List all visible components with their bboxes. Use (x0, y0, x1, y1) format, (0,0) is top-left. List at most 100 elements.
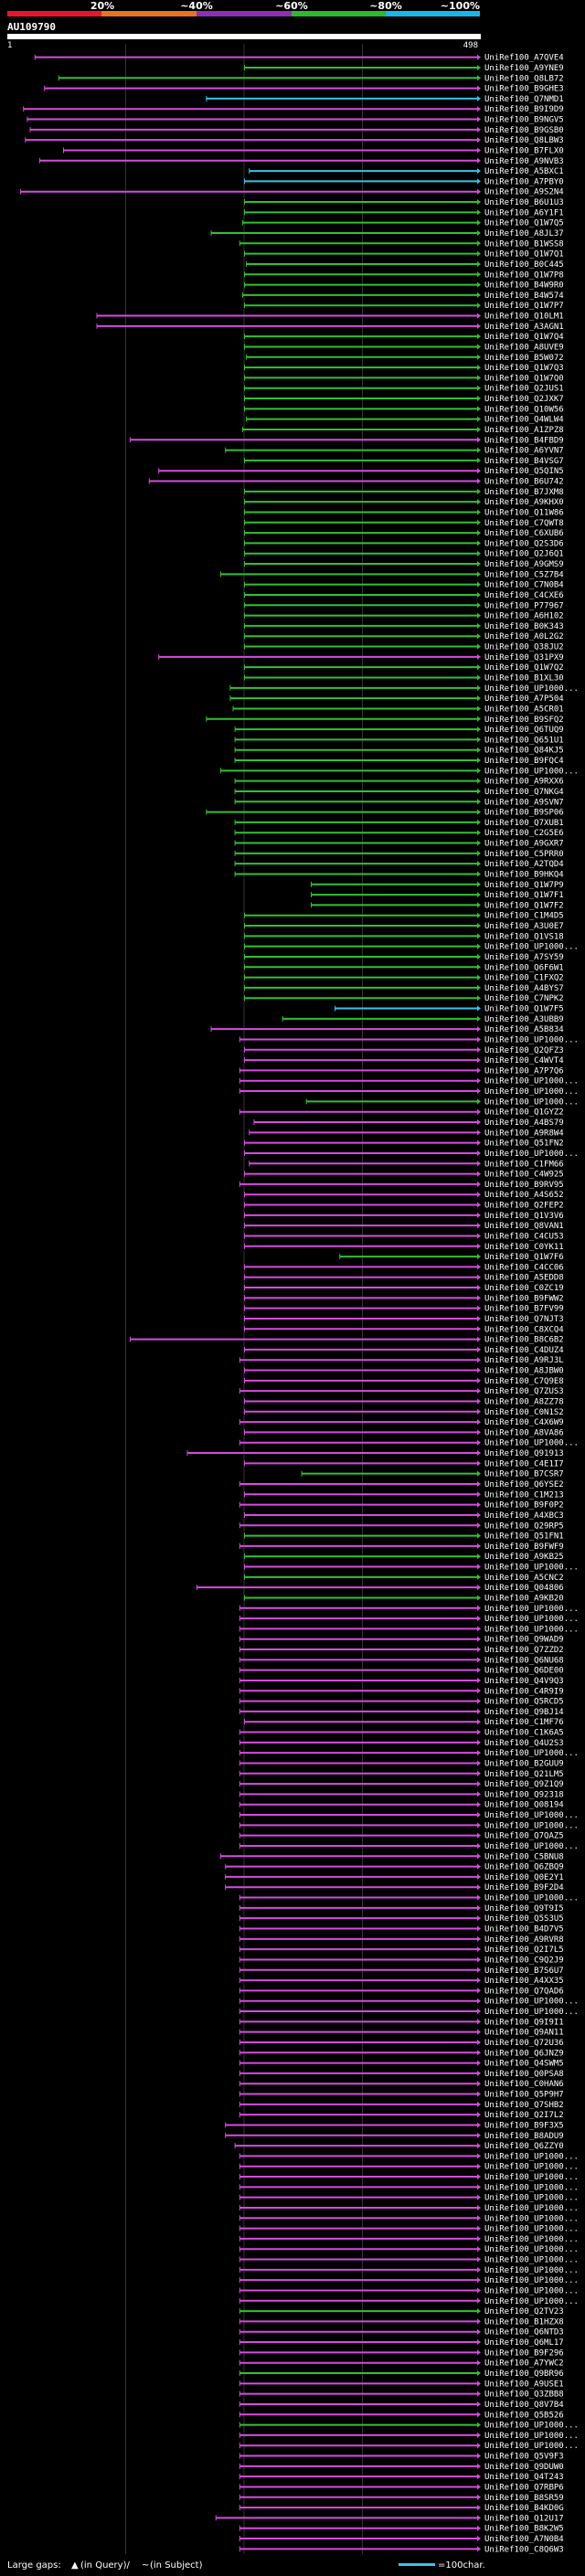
hit-row[interactable]: UniRef100_B9FWW2 (244, 1294, 564, 1303)
hit-row[interactable]: UniRef100_Q8VAN1 (244, 1222, 564, 1231)
hit-row[interactable]: UniRef100_UP1000... (239, 2225, 579, 2234)
hit-label[interactable]: UniRef100_A9KB20 (484, 1594, 564, 1603)
hit-label[interactable]: UniRef100_Q1W7Q5 (484, 219, 564, 228)
hit-label[interactable]: UniRef100_UP1000... (484, 684, 579, 694)
hit-row[interactable]: UniRef100_Q1W7P9 (310, 881, 564, 890)
hit-row[interactable]: UniRef100_UP1000... (239, 1087, 579, 1097)
hit-label[interactable]: UniRef100_C7QWT8 (484, 519, 564, 528)
hit-label[interactable]: UniRef100_Q72U36 (484, 2039, 564, 2048)
hit-label[interactable]: UniRef100_Q29RP5 (484, 1521, 564, 1531)
hit-row[interactable]: UniRef100_Q4U2S3 (239, 1739, 564, 1748)
hit-label[interactable]: UniRef100_A4S652 (484, 1191, 564, 1200)
hit-row[interactable]: UniRef100_B9FQC4 (234, 757, 564, 766)
hit-row[interactable]: UniRef100_A9GMS9 (244, 560, 564, 569)
hit-label[interactable]: UniRef100_B0K343 (484, 622, 564, 631)
hit-label[interactable]: UniRef100_B4D7V5 (484, 1925, 564, 1935)
hit-row[interactable]: UniRef100_Q1W7Q2 (244, 663, 564, 673)
hit-label[interactable]: UniRef100_UP1000... (484, 2194, 579, 2203)
hit-label[interactable]: UniRef100_C4CU53 (484, 1232, 564, 1241)
hit-label[interactable]: UniRef100_C4W925 (484, 1171, 564, 1180)
hit-row[interactable]: UniRef100_A8JL37 (210, 229, 564, 239)
hit-label[interactable]: UniRef100_A7YWC2 (484, 2359, 564, 2369)
hit-row[interactable]: UniRef100_C5PRR0 (234, 850, 564, 859)
hit-row[interactable]: UniRef100_A9NVB3 (38, 157, 564, 166)
hit-label[interactable]: UniRef100_A9USE1 (484, 2380, 564, 2389)
hit-label[interactable]: UniRef100_UP1000... (484, 1749, 579, 1758)
hit-label[interactable]: UniRef100_UP1000... (484, 2442, 579, 2451)
hit-label[interactable]: UniRef100_A7P7Q6 (484, 1066, 564, 1076)
hit-row[interactable]: UniRef100_A5BXC1 (249, 167, 564, 176)
hit-row[interactable]: UniRef100_Q4T243 (239, 2473, 564, 2482)
hit-row[interactable]: UniRef100_A9USE1 (239, 2380, 564, 2389)
hit-row[interactable]: UniRef100_A4XX35 (239, 1977, 564, 1986)
hit-row[interactable]: UniRef100_Q7NMD1 (206, 95, 564, 104)
hit-row[interactable]: UniRef100_UP1000... (239, 2256, 579, 2265)
hit-row[interactable]: UniRef100_UP1000... (239, 2422, 579, 2431)
hit-row[interactable]: UniRef100_Q7QAZ5 (239, 1832, 564, 1841)
hit-label[interactable]: UniRef100_A9RJ3L (484, 1356, 564, 1365)
hit-row[interactable]: UniRef100_B7FV99 (244, 1305, 564, 1314)
hit-label[interactable]: UniRef100_Q8LBW3 (484, 136, 564, 145)
hit-row[interactable]: UniRef100_A3AGN1 (96, 323, 564, 332)
hit-label[interactable]: UniRef100_Q0E2Y1 (484, 1873, 564, 1882)
hit-row[interactable]: UniRef100_B9NGV5 (27, 116, 564, 125)
hit-label[interactable]: UniRef100_Q6JNZ9 (484, 2049, 564, 2058)
hit-row[interactable]: UniRef100_B4D7V5 (239, 1925, 564, 1935)
hit-row[interactable]: UniRef100_Q2TV23 (239, 2307, 564, 2316)
hit-label[interactable]: UniRef100_Q5S3U5 (484, 1914, 564, 1924)
hit-label[interactable]: UniRef100_UP1000... (484, 1097, 579, 1107)
hit-row[interactable]: UniRef100_A8JBW0 (244, 1367, 564, 1376)
hit-row[interactable]: UniRef100_Q3ZBB8 (239, 2390, 564, 2400)
hit-label[interactable]: UniRef100_B9RV95 (484, 1181, 564, 1190)
hit-label[interactable]: UniRef100_C7N0B4 (484, 581, 564, 590)
hit-label[interactable]: UniRef100_B4FBD9 (484, 436, 564, 445)
hit-row[interactable]: UniRef100_B7CSR7 (301, 1470, 564, 1479)
hit-row[interactable]: UniRef100_A8VA86 (244, 1428, 564, 1437)
hit-row[interactable]: UniRef100_Q7NJT3 (244, 1315, 564, 1324)
hit-row[interactable]: UniRef100_A9KHX0 (244, 498, 564, 507)
hit-row[interactable]: UniRef100_C4DUZ4 (244, 1346, 564, 1355)
hit-label[interactable]: UniRef100_A7SY59 (484, 953, 564, 962)
hit-label[interactable]: UniRef100_Q51FN2 (484, 1140, 564, 1149)
hit-row[interactable]: UniRef100_Q2S3D6 (244, 539, 564, 548)
hit-row[interactable]: UniRef100_B7JXM8 (244, 488, 564, 497)
hit-row[interactable]: UniRef100_Q1W7Q0 (244, 374, 564, 383)
hit-row[interactable]: UniRef100_UP1000... (244, 943, 579, 952)
hit-label[interactable]: UniRef100_C7Q9E8 (484, 1377, 564, 1386)
hit-label[interactable]: UniRef100_Q1W7P8 (484, 270, 564, 280)
hit-row[interactable]: UniRef100_A7PBY0 (244, 177, 564, 186)
hit-row[interactable]: UniRef100_B8SR59 (239, 2494, 564, 2503)
hit-label[interactable]: UniRef100_C1M213 (484, 1490, 564, 1500)
hit-row[interactable]: UniRef100_Q6JNZ9 (239, 2049, 564, 2058)
hit-row[interactable]: UniRef100_A9SVN7 (234, 798, 564, 807)
hit-row[interactable]: UniRef100_A6Y1F1 (244, 208, 564, 217)
hit-label[interactable]: UniRef100_B8ADU9 (484, 2132, 564, 2141)
hit-label[interactable]: UniRef100_Q7QAD6 (484, 1987, 564, 1996)
hit-label[interactable]: UniRef100_UP1000... (484, 2286, 579, 2295)
hit-row[interactable]: UniRef100_UP1000... (244, 1564, 579, 1573)
hit-label[interactable]: UniRef100_Q7RBP6 (484, 2483, 564, 2492)
hit-label[interactable]: UniRef100_C2G5E6 (484, 829, 564, 838)
hit-row[interactable]: UniRef100_Q1W7Q4 (244, 333, 564, 342)
hit-label[interactable]: UniRef100_A8UVE9 (484, 343, 564, 352)
hit-row[interactable]: UniRef100_UP1000... (239, 2235, 579, 2244)
hit-row[interactable]: UniRef100_C4CU53 (244, 1232, 564, 1241)
hit-row[interactable]: UniRef100_Q9WAD9 (239, 1636, 564, 1645)
hit-label[interactable]: UniRef100_B8C6B2 (484, 1336, 564, 1345)
hit-row[interactable]: UniRef100_Q1W7F2 (310, 901, 564, 910)
hit-row[interactable]: UniRef100_B7FLX0 (62, 146, 564, 155)
hit-label[interactable]: UniRef100_B0C445 (484, 260, 564, 270)
hit-row[interactable]: UniRef100_Q0E2Y1 (225, 1873, 564, 1882)
hit-row[interactable]: UniRef100_A7QVE4 (34, 54, 564, 63)
hit-label[interactable]: UniRef100_B9GSB0 (484, 126, 564, 135)
hit-label[interactable]: UniRef100_UP1000... (484, 1150, 579, 1159)
hit-row[interactable]: UniRef100_Q1W7F6 (339, 1253, 564, 1262)
hit-label[interactable]: UniRef100_B9F2D4 (484, 1883, 564, 1892)
hit-row[interactable]: UniRef100_Q5S3U5 (239, 1914, 564, 1924)
hit-label[interactable]: UniRef100_B8K2W5 (484, 2525, 564, 2534)
hit-label[interactable]: UniRef100_A9S2N4 (484, 188, 564, 197)
hit-label[interactable]: UniRef100_UP1000... (484, 2214, 579, 2223)
hit-row[interactable]: UniRef100_C0YK11 (244, 1243, 564, 1252)
hit-label[interactable]: UniRef100_Q38JU2 (484, 643, 564, 652)
hit-row[interactable]: UniRef100_A7N0B4 (239, 2535, 564, 2544)
